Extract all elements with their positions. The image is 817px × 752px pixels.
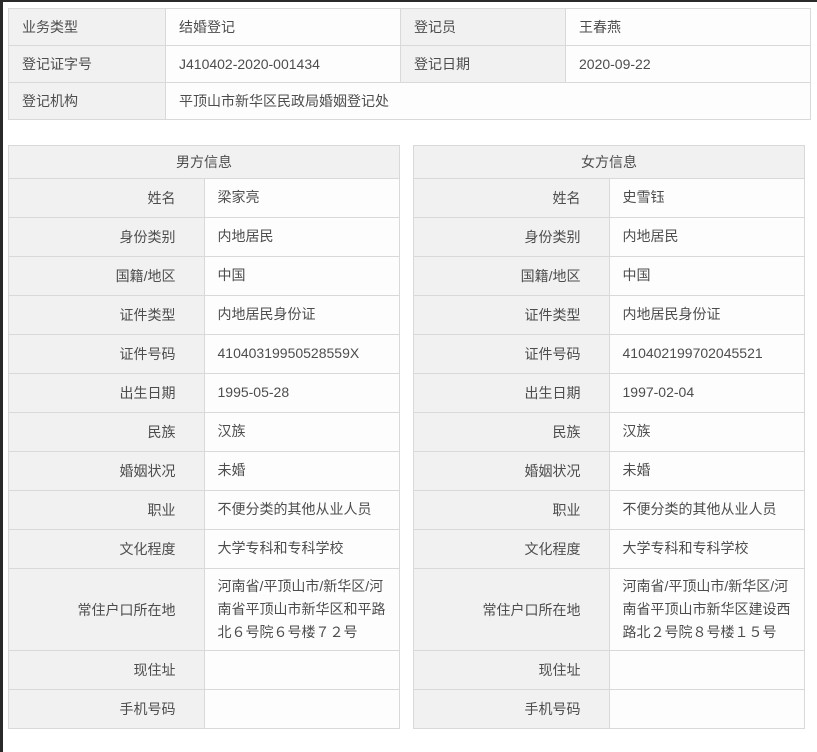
female-info-header: 女方信息 <box>413 145 805 179</box>
table-row: 业务类型 结婚登记 登记员 王春燕 <box>8 8 811 46</box>
table-row: 登记机构 平顶山市新华区民政局婚姻登记处 <box>8 82 811 120</box>
registration-date-value: 2020-09-22 <box>565 45 811 83</box>
table-row: 身份类别 内地居民 <box>8 217 400 257</box>
field-value-cell: 不便分类的其他从业人员 <box>608 490 805 530</box>
table-row: 文化程度 大学专科和专科学校 <box>8 529 400 569</box>
field-value-cell: 未婚 <box>608 451 805 491</box>
field-label-cell: 身份类别 <box>413 217 610 257</box>
registration-summary-table: 业务类型 结婚登记 登记员 王春燕 登记证字号 J410402-2020-001… <box>8 8 811 120</box>
table-row: 现住址 <box>413 650 805 691</box>
field-label-cell: 现住址 <box>8 650 205 691</box>
certificate-no-label: 登记证字号 <box>8 45 166 83</box>
field-label-cell: 职业 <box>413 490 610 530</box>
table-row: 身份类别 内地居民 <box>413 217 805 257</box>
table-row: 国籍/地区 中国 <box>8 256 400 296</box>
field-value-cell: 内地居民身份证 <box>203 295 400 335</box>
field-value-cell: 大学专科和专科学校 <box>203 529 400 569</box>
business-type-label: 业务类型 <box>8 8 166 46</box>
field-label-cell: 手机号码 <box>413 689 610 730</box>
field-label-cell: 出生日期 <box>8 373 205 413</box>
field-value-cell: 史雪钰 <box>608 178 805 218</box>
field-value-cell: 内地居民 <box>203 217 400 257</box>
table-row: 证件号码 410402199702045521 <box>413 334 805 374</box>
field-value-cell: 410402199702045521 <box>608 334 805 374</box>
field-label-cell: 婚姻状况 <box>8 451 205 491</box>
field-value-cell <box>203 650 400 691</box>
field-label-cell: 常住户口所在地 <box>8 567 205 652</box>
field-label-cell: 证件类型 <box>8 295 205 335</box>
field-label-cell: 国籍/地区 <box>8 256 205 296</box>
table-row: 职业 不便分类的其他从业人员 <box>413 490 805 530</box>
male-info-header: 男方信息 <box>8 145 400 179</box>
field-value-cell <box>608 650 805 691</box>
registrar-label: 登记员 <box>400 8 566 46</box>
field-value-cell: 41040319950528559X <box>203 334 400 374</box>
registration-office-label: 登记机构 <box>8 82 166 120</box>
registration-office-value: 平顶山市新华区民政局婚姻登记处 <box>165 82 811 120</box>
male-info-table: 男方信息 姓名 梁家亮 身份类别 内地居民 国籍/地区 中国 证件类型 内地居民身份证 证件号码… <box>8 145 400 730</box>
field-label-cell: 证件类型 <box>413 295 610 335</box>
field-value-cell: 中国 <box>608 256 805 296</box>
table-header-row: 男方信息 <box>8 145 400 179</box>
field-value-cell: 汉族 <box>608 412 805 452</box>
table-row: 民族 汉族 <box>413 412 805 452</box>
field-value-cell: 1995-05-28 <box>203 373 400 413</box>
field-value-cell: 不便分类的其他从业人员 <box>203 490 400 530</box>
field-label-cell: 文化程度 <box>8 529 205 569</box>
female-info-table: 女方信息 姓名 史雪钰 身份类别 内地居民 国籍/地区 中国 证件类型 内地居民身份证 证件号码… <box>413 145 805 730</box>
table-row: 文化程度 大学专科和专科学校 <box>413 529 805 569</box>
field-label-cell: 常住户口所在地 <box>413 567 610 652</box>
table-row: 出生日期 1997-02-04 <box>413 373 805 413</box>
table-row: 常住户口所在地 河南省/平顶山市/新华区/河南省平顶山市新华区和平路北６号院６号楼… <box>8 567 400 652</box>
field-label-cell: 姓名 <box>413 178 610 218</box>
table-row: 证件号码 41040319950528559X <box>8 334 400 374</box>
field-label-cell: 现住址 <box>413 650 610 691</box>
table-row: 职业 不便分类的其他从业人员 <box>8 490 400 530</box>
table-row: 国籍/地区 中国 <box>413 256 805 296</box>
table-row: 手机号码 <box>8 689 400 730</box>
field-value-cell: 内地居民 <box>608 217 805 257</box>
table-row: 姓名 梁家亮 <box>8 178 400 218</box>
field-label-cell: 身份类别 <box>8 217 205 257</box>
person-info-section: 男方信息 姓名 梁家亮 身份类别 内地居民 国籍/地区 中国 证件类型 内地居民身份证 证件号码… <box>8 145 817 730</box>
field-value-cell <box>203 689 400 730</box>
table-row: 出生日期 1995-05-28 <box>8 373 400 413</box>
field-value-cell: 未婚 <box>203 451 400 491</box>
field-label-cell: 手机号码 <box>8 689 205 730</box>
table-row: 常住户口所在地 河南省/平顶山市/新华区/河南省平顶山市新华区建设西路北２号院８号… <box>413 567 805 652</box>
field-value-cell: 梁家亮 <box>203 178 400 218</box>
registration-date-label: 登记日期 <box>400 45 566 83</box>
table-header-row: 女方信息 <box>413 145 805 179</box>
field-label-cell: 姓名 <box>8 178 205 218</box>
field-value-cell <box>608 689 805 730</box>
table-row: 现住址 <box>8 650 400 691</box>
field-label-cell: 国籍/地区 <box>413 256 610 296</box>
field-label-cell: 证件号码 <box>413 334 610 374</box>
field-label-cell: 民族 <box>8 412 205 452</box>
table-row: 登记证字号 J410402-2020-001434 登记日期 2020-09-2… <box>8 45 811 83</box>
registrar-value: 王春燕 <box>565 8 811 46</box>
field-value-cell: 河南省/平顶山市/新华区/河南省平顶山市新华区建设西路北２号院８号楼１５号 <box>608 567 805 652</box>
table-row: 手机号码 <box>413 689 805 730</box>
field-label-cell: 证件号码 <box>8 334 205 374</box>
table-row: 证件类型 内地居民身份证 <box>413 295 805 335</box>
field-value-cell: 河南省/平顶山市/新华区/河南省平顶山市新华区和平路北６号院６号楼７２号 <box>203 567 400 652</box>
field-value-cell: 内地居民身份证 <box>608 295 805 335</box>
field-value-cell: 大学专科和专科学校 <box>608 529 805 569</box>
table-row: 婚姻状况 未婚 <box>413 451 805 491</box>
field-label-cell: 民族 <box>413 412 610 452</box>
field-value-cell: 1997-02-04 <box>608 373 805 413</box>
field-value-cell: 中国 <box>203 256 400 296</box>
field-label-cell: 职业 <box>8 490 205 530</box>
table-row: 婚姻状况 未婚 <box>8 451 400 491</box>
field-label-cell: 婚姻状况 <box>413 451 610 491</box>
table-row: 证件类型 内地居民身份证 <box>8 295 400 335</box>
field-label-cell: 出生日期 <box>413 373 610 413</box>
business-type-value: 结婚登记 <box>165 8 401 46</box>
field-label-cell: 文化程度 <box>413 529 610 569</box>
field-value-cell: 汉族 <box>203 412 400 452</box>
table-row: 民族 汉族 <box>8 412 400 452</box>
certificate-no-value: J410402-2020-001434 <box>165 45 401 83</box>
table-row: 姓名 史雪钰 <box>413 178 805 218</box>
